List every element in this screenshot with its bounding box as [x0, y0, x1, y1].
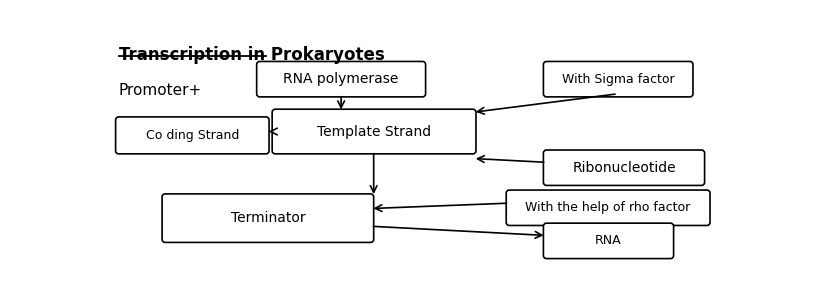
FancyBboxPatch shape: [543, 61, 693, 97]
FancyBboxPatch shape: [272, 109, 476, 154]
FancyBboxPatch shape: [543, 223, 674, 259]
Text: Promoter+: Promoter+: [119, 83, 202, 98]
Text: Ribonucleotide: Ribonucleotide: [572, 161, 675, 175]
Text: With Sigma factor: With Sigma factor: [561, 73, 675, 86]
Text: RNA polymerase: RNA polymerase: [283, 72, 399, 86]
Text: RNA: RNA: [595, 234, 622, 247]
Text: Co ding Strand: Co ding Strand: [146, 129, 239, 142]
FancyBboxPatch shape: [256, 61, 426, 97]
FancyBboxPatch shape: [116, 117, 269, 154]
FancyBboxPatch shape: [506, 190, 710, 225]
Text: Terminator: Terminator: [230, 211, 305, 225]
FancyBboxPatch shape: [162, 194, 374, 243]
Text: With the help of rho factor: With the help of rho factor: [525, 201, 691, 214]
Text: Template Strand: Template Strand: [317, 125, 431, 138]
Text: Transcription in Prokaryotes: Transcription in Prokaryotes: [119, 46, 385, 64]
FancyBboxPatch shape: [543, 150, 705, 186]
